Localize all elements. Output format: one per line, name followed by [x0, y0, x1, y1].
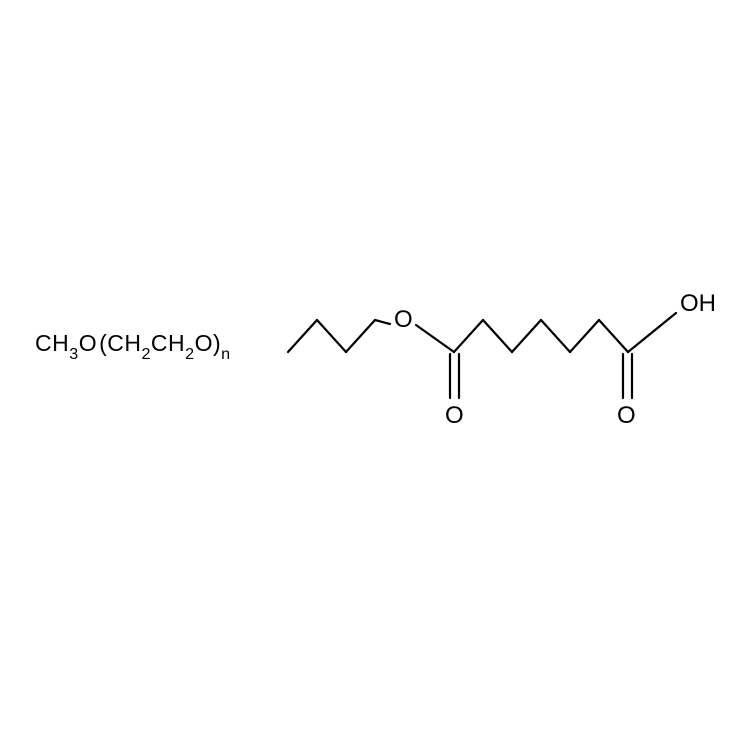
bond-lines	[0, 0, 750, 750]
bond-seg-1	[288, 320, 317, 352]
bond-O-to-C	[416, 325, 454, 352]
bond-seg-2	[317, 320, 346, 352]
chemical-structure-diagram: CH3O(CH2CH2O)n O O O OH	[0, 0, 750, 750]
bond-C-to-OH	[628, 313, 676, 352]
bond-seg-9	[599, 320, 628, 352]
bond-seg-3	[346, 320, 375, 352]
bond-seg-7	[541, 320, 570, 352]
bond-seg-4	[454, 320, 483, 352]
bond-seg-8	[570, 320, 599, 352]
bond-seg-toO-left	[375, 320, 390, 324]
bond-seg-6	[512, 320, 541, 352]
bond-seg-5	[483, 320, 512, 352]
